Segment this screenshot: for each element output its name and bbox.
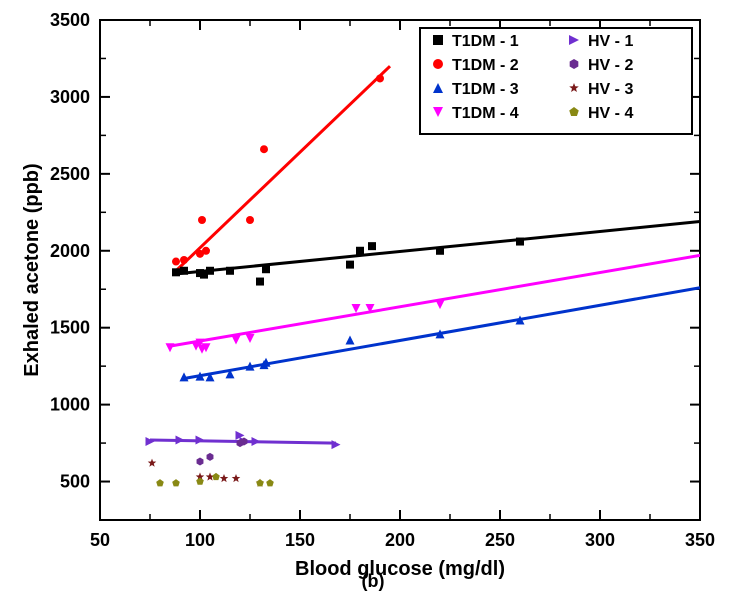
- svg-text:1000: 1000: [50, 395, 90, 415]
- svg-text:250: 250: [485, 530, 515, 550]
- svg-text:350: 350: [685, 530, 715, 550]
- svg-text:3500: 3500: [50, 10, 90, 30]
- svg-text:HV - 4: HV - 4: [588, 105, 633, 122]
- scatter-chart: 50 100 150 200 250 300 350 500 1000 1500 2000 2500 3…: [0, 0, 746, 600]
- svg-text:100: 100: [185, 530, 215, 550]
- svg-text:T1DM - 3: T1DM - 3: [452, 81, 519, 98]
- svg-text:500: 500: [60, 472, 90, 492]
- svg-text:2500: 2500: [50, 164, 90, 184]
- svg-text:150: 150: [285, 530, 315, 550]
- svg-text:300: 300: [585, 530, 615, 550]
- svg-text:T1DM - 4: T1DM - 4: [452, 105, 519, 122]
- subplot-caption: (b): [0, 571, 746, 592]
- svg-text:T1DM - 1: T1DM - 1: [452, 33, 519, 50]
- chart-container: 50 100 150 200 250 300 350 500 1000 1500 2000 2500 3…: [0, 0, 746, 600]
- svg-text:50: 50: [90, 530, 110, 550]
- svg-text:200: 200: [385, 530, 415, 550]
- svg-text:HV - 2: HV - 2: [588, 57, 633, 74]
- svg-text:T1DM - 2: T1DM - 2: [452, 57, 519, 74]
- svg-text:Exhaled acetone (ppb): Exhaled acetone (ppb): [21, 163, 43, 376]
- svg-text:HV - 1: HV - 1: [588, 33, 633, 50]
- svg-text:2000: 2000: [50, 241, 90, 261]
- svg-text:1500: 1500: [50, 318, 90, 338]
- svg-text:3000: 3000: [50, 87, 90, 107]
- svg-text:HV - 3: HV - 3: [588, 81, 633, 98]
